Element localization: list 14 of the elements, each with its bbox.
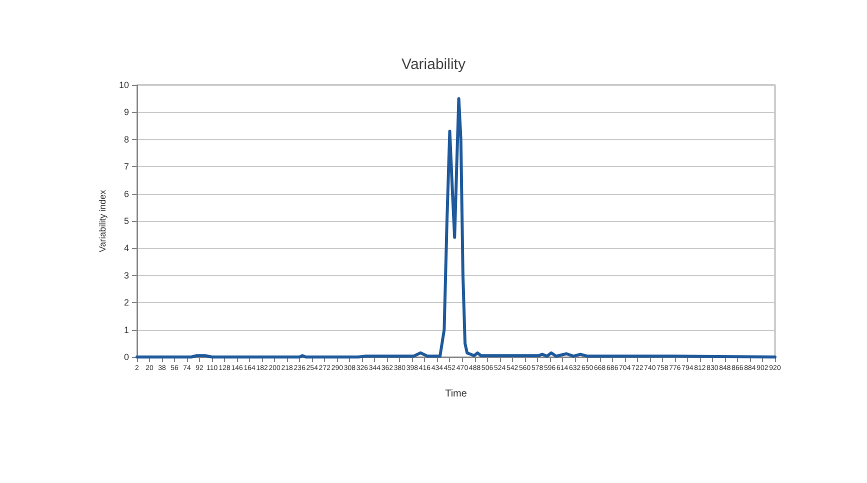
- y-tick-label: 4: [124, 243, 129, 254]
- chart-title: Variability: [402, 56, 466, 73]
- y-tick-label: 8: [124, 134, 129, 144]
- y-tick-label: 6: [124, 188, 129, 199]
- y-tick-label: 7: [124, 162, 129, 172]
- y-tick-label: 10: [118, 80, 129, 90]
- y-axis-title: Variability index: [98, 189, 108, 252]
- y-tick-label: 0: [124, 352, 129, 362]
- y-tick-label: 9: [124, 107, 129, 118]
- y-tick-label: 5: [124, 216, 129, 226]
- y-tick-label: 2: [124, 298, 129, 308]
- x-axis-title: Time: [445, 388, 468, 400]
- y-tick-label: 3: [124, 270, 129, 280]
- y-tick-label: 1: [124, 324, 129, 335]
